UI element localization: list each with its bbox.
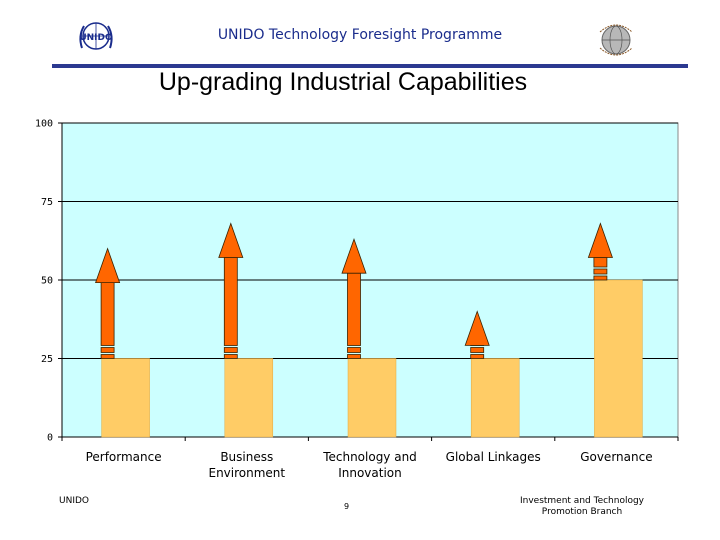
arrow-head [464,310,490,346]
footer-branch-line: Promotion Branch [541,507,623,517]
page-number: 9 [344,502,350,511]
y-tick-label: 25 [41,354,53,365]
x-category-label: Environment [208,466,285,480]
x-category-label: Performance [86,450,162,464]
footer-org: UNIDO [59,496,89,506]
bar [101,358,150,438]
arrow-tail-block [100,354,115,359]
arrow-head [341,237,367,274]
arrow-tail-block [347,347,361,353]
arrow-shaft [100,282,115,346]
un-logo: UNIDO [79,22,113,50]
arrow-shaft [223,257,238,346]
arrow-tail-block [347,354,361,359]
slide-title: Up-grading Industrial Capabilities [158,68,528,96]
footer-branch: Investment and Technology Promotion Bran… [506,496,658,518]
bar [594,279,643,438]
arrow-head [95,247,121,284]
x-category-label: Global Linkages [446,450,541,464]
globe-icon [599,24,633,56]
arrow-tail-block [223,347,238,353]
arrow-head [587,222,613,258]
y-tick-label: 100 [35,119,53,130]
y-tick-label: 0 [47,433,53,444]
x-category-label: Business [220,450,273,464]
arrow-tail-block [593,275,608,281]
x-category-label: Innovation [338,466,402,480]
header-rule [52,64,688,68]
y-tick-label: 50 [41,276,53,287]
x-category-label: Governance [580,450,652,464]
logo-text: UNIDO [79,33,113,43]
arrow-tail-block [223,354,238,359]
arrow-tail-block [593,268,608,275]
y-tick-label: 75 [41,197,53,208]
bar [224,358,274,438]
arrow-head [218,222,244,258]
bar [347,358,397,438]
footer-branch-line: Investment and Technology [519,496,645,506]
arrow-shaft [347,272,361,346]
arrow-shaft [593,257,608,268]
arrow-tail-block [100,347,115,353]
header-title: UNIDO Technology Foresight Programme [217,27,503,43]
arrow-tail-block [470,354,485,359]
arrow-tail-block [470,347,485,353]
x-category-label: Technology and [322,450,417,464]
bar [470,358,520,438]
